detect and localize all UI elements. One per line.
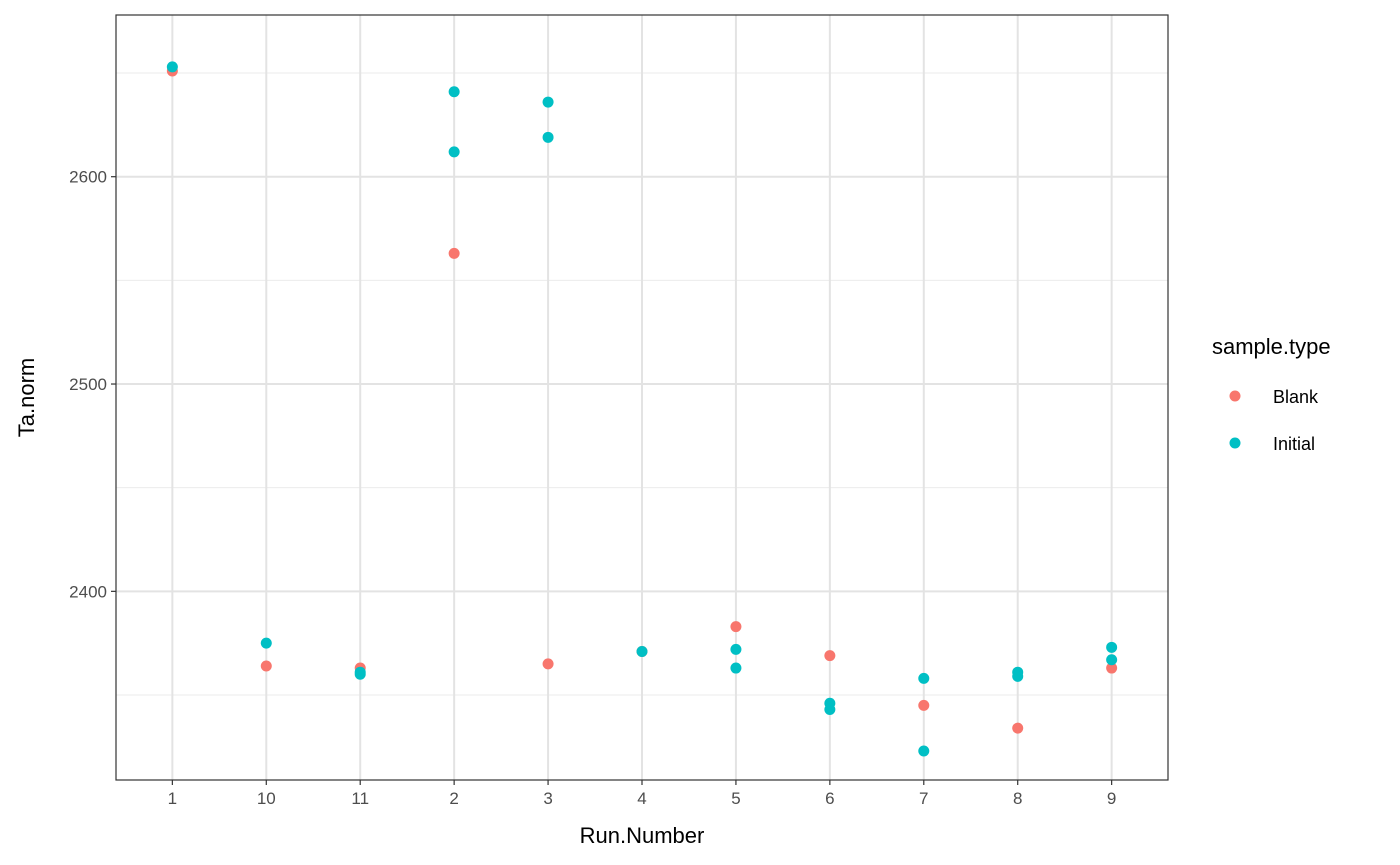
legend-label-blank: Blank (1273, 387, 1319, 407)
x-tick-label: 7 (919, 789, 928, 808)
y-tick-label: 2600 (69, 168, 107, 187)
x-tick-label: 3 (543, 789, 552, 808)
data-point-initial (636, 645, 648, 657)
data-point-initial (448, 146, 460, 158)
data-point-blank (542, 658, 554, 670)
data-point-initial (166, 61, 178, 73)
y-tick-label: 2400 (69, 582, 107, 601)
x-tick-label: 10 (257, 789, 276, 808)
y-axis-title: Ta.norm (14, 358, 39, 437)
data-point-blank (824, 650, 836, 662)
data-point-initial (730, 662, 742, 674)
x-tick-label: 6 (825, 789, 834, 808)
data-point-initial (824, 704, 836, 716)
data-point-initial (542, 131, 554, 143)
y-tick-label: 2500 (69, 375, 107, 394)
data-point-initial (1106, 654, 1118, 666)
data-point-initial (918, 672, 930, 684)
data-point-blank (730, 621, 742, 633)
x-tick-label: 5 (731, 789, 740, 808)
data-point-initial (448, 86, 460, 98)
x-axis-title: Run.Number (580, 823, 705, 848)
x-tick-label: 1 (168, 789, 177, 808)
x-tick-label: 11 (351, 789, 369, 808)
data-point-initial (730, 643, 742, 655)
data-point-initial (542, 96, 554, 108)
legend: sample.type Blank Initial (1212, 334, 1331, 454)
legend-title: sample.type (1212, 334, 1331, 359)
data-point-blank (448, 247, 460, 259)
legend-key-blank (1229, 390, 1241, 402)
data-point-initial (918, 745, 930, 757)
data-point-blank (1012, 722, 1024, 734)
data-point-initial (260, 637, 272, 649)
data-point-initial (1012, 670, 1024, 682)
x-tick-label: 4 (637, 789, 646, 808)
data-point-blank (918, 699, 930, 711)
data-points (166, 61, 1118, 757)
legend-label-initial: Initial (1273, 434, 1315, 454)
data-point-initial (354, 668, 366, 680)
data-point-blank (260, 660, 272, 672)
data-point-initial (1106, 641, 1118, 653)
x-tick-label: 2 (449, 789, 458, 808)
x-tick-label: 8 (1013, 789, 1022, 808)
data-point-blank (1106, 662, 1118, 674)
x-tick-label: 9 (1107, 789, 1116, 808)
legend-key-initial (1229, 437, 1241, 449)
axes: 2400 2500 2600 1 10 11 2 3 4 5 6 7 8 9 (69, 168, 1116, 808)
